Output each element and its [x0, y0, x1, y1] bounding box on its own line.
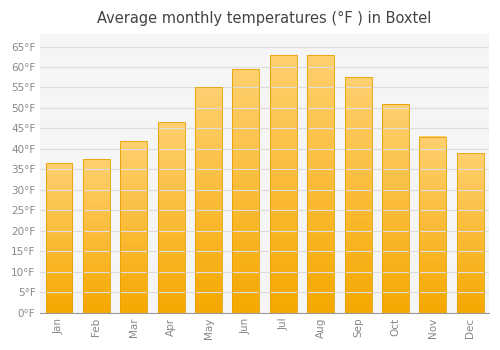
Bar	[344, 77, 372, 313]
Bar	[382, 104, 409, 313]
Bar	[307, 55, 334, 313]
Title: Average monthly temperatures (°F ) in Boxtel: Average monthly temperatures (°F ) in Bo…	[98, 11, 432, 26]
Bar	[158, 122, 184, 313]
Bar	[232, 69, 260, 313]
Bar	[46, 163, 72, 313]
Bar	[456, 153, 483, 313]
Bar	[120, 141, 147, 313]
Bar	[195, 88, 222, 313]
Bar	[270, 55, 297, 313]
Bar	[83, 159, 110, 313]
Bar	[420, 136, 446, 313]
